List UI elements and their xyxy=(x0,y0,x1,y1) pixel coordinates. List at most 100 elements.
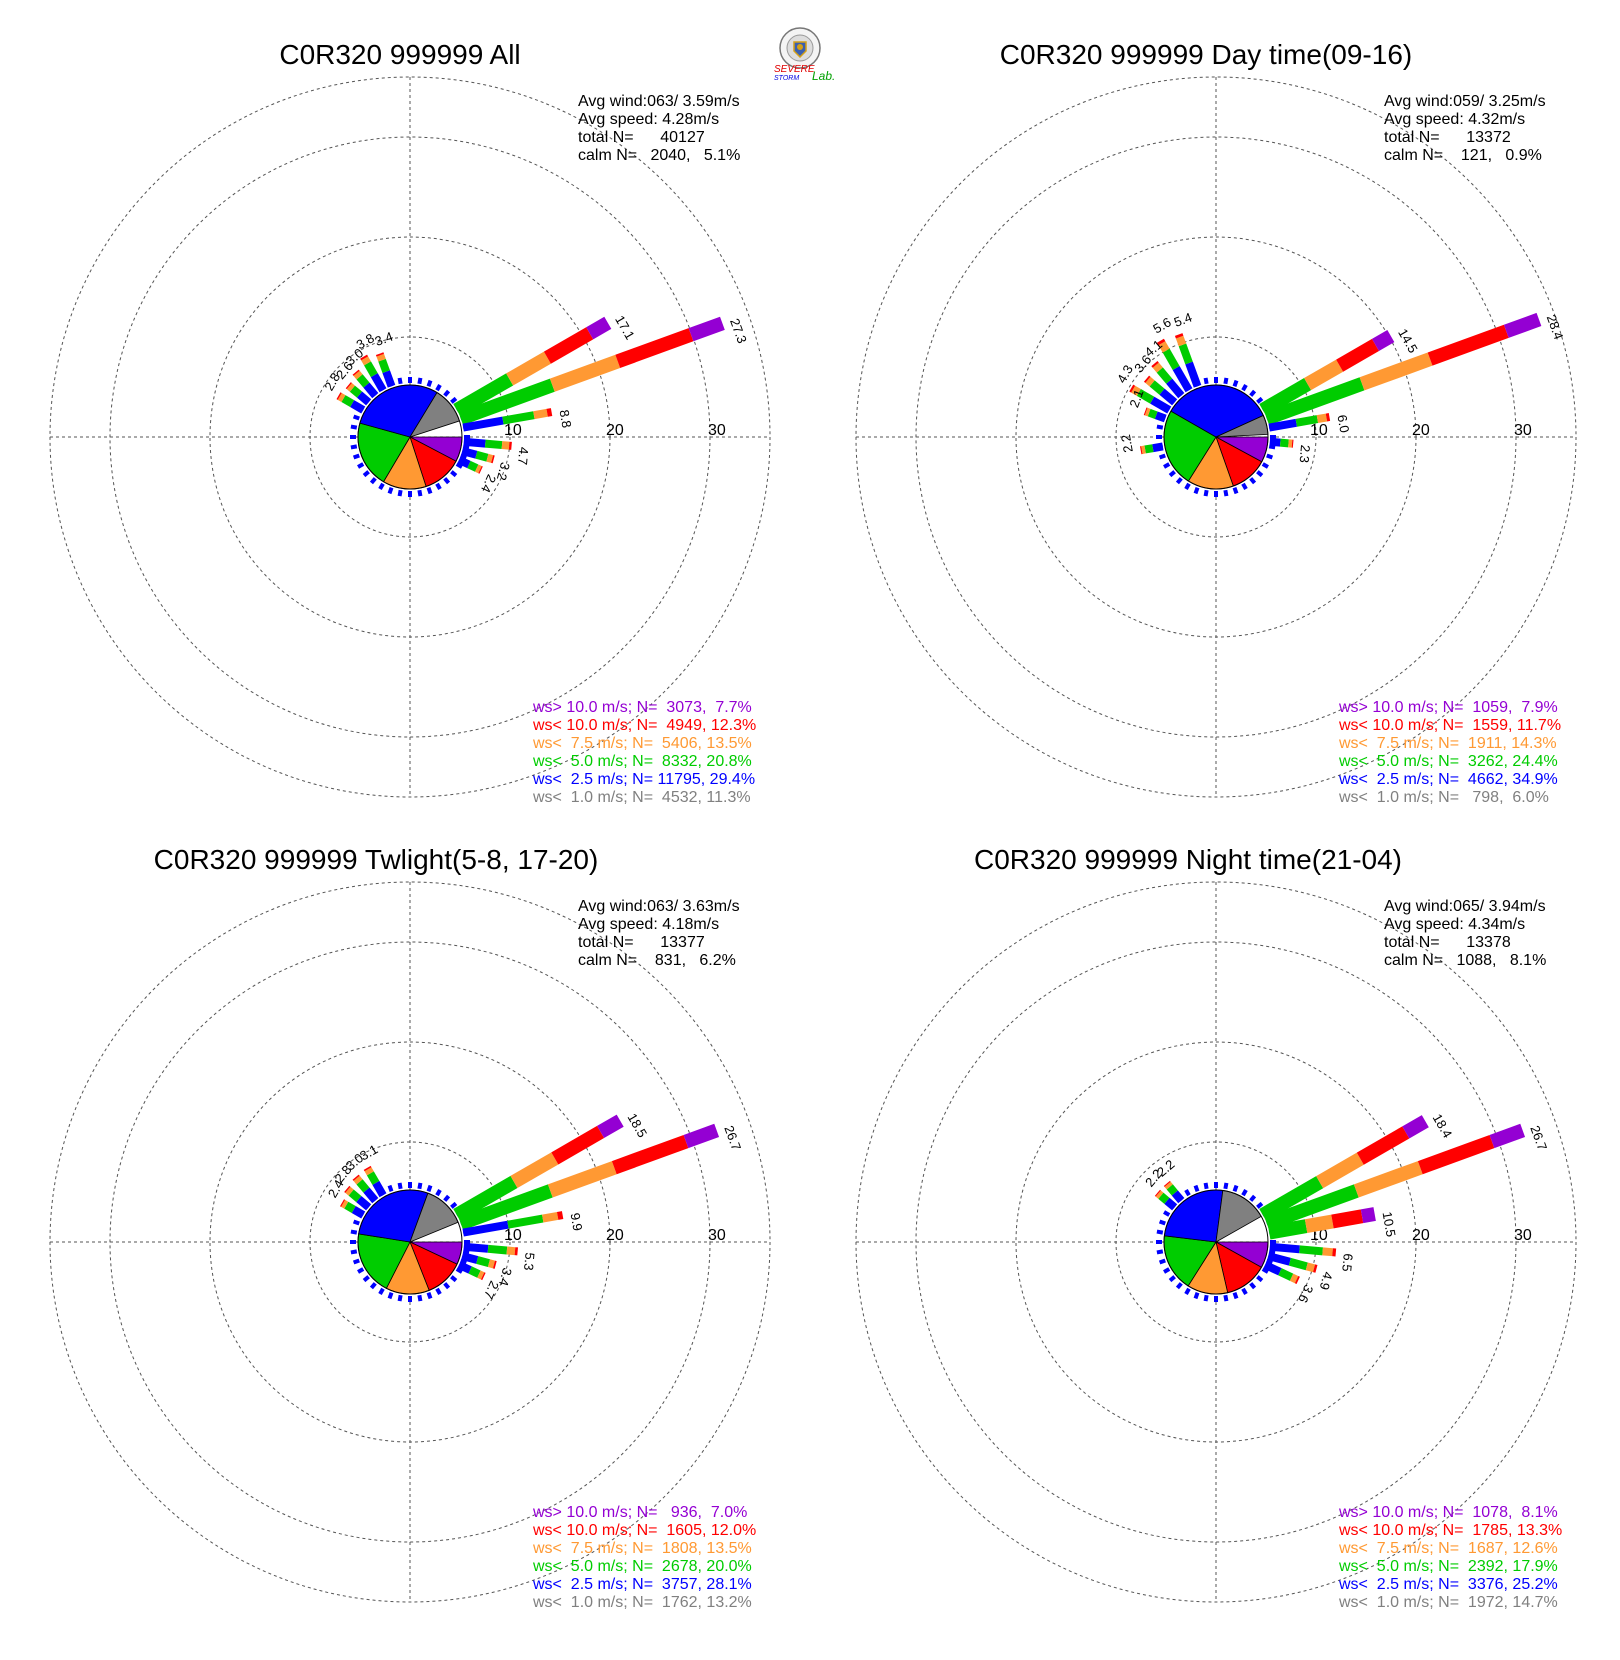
chart-title: C0R320 999999 All xyxy=(279,39,520,70)
legend-entry: ws> 10.0 m/s; N= 1059, 7.9% xyxy=(1338,699,1558,716)
perimeter-bar xyxy=(1184,482,1191,490)
bar-segment xyxy=(487,1259,496,1269)
legend-entry: ws< 10.0 m/s; N= 1785, 13.3% xyxy=(1338,1522,1562,1539)
bar-segment xyxy=(463,437,486,448)
perimeter-bar xyxy=(1156,424,1164,430)
bar-segment xyxy=(1141,445,1146,455)
bar-segment xyxy=(363,1165,372,1172)
perimeter-bar xyxy=(435,482,442,490)
bar-value-label: 5.3 xyxy=(521,1252,538,1271)
bar-segment xyxy=(352,369,360,376)
legend-entry: ws< 2.5 m/s; N= 3757, 28.1% xyxy=(532,1576,752,1593)
perimeter-bar xyxy=(369,1282,377,1290)
perimeter-bar xyxy=(1241,482,1248,490)
bar-segment xyxy=(1163,1180,1171,1187)
stats-line: Avg speed: 4.32m/s xyxy=(1384,111,1525,128)
bar-segment xyxy=(376,353,386,362)
bar-value-label: 5.6 xyxy=(1150,314,1173,336)
bar-segment xyxy=(1264,1184,1359,1231)
bar-segment xyxy=(337,392,346,403)
perimeter-bar xyxy=(1184,1189,1191,1197)
legend-entry: ws< 1.0 m/s; N= 1972, 14.7% xyxy=(1338,1594,1558,1611)
perimeter-bar xyxy=(1158,453,1166,460)
bar-value-label: 3.6 xyxy=(1295,1282,1316,1305)
bar-segment xyxy=(476,1256,490,1268)
radial-tick-label: 10 xyxy=(504,422,522,439)
legend-entry: ws< 5.0 m/s; N= 3262, 24.4% xyxy=(1338,753,1558,770)
bar-value-label: 2.2 xyxy=(1118,433,1136,453)
perimeter-bar xyxy=(1203,1182,1209,1190)
bar-segment xyxy=(462,1220,509,1237)
perimeter-bar xyxy=(417,489,423,497)
bar-segment xyxy=(1269,1242,1300,1254)
bar-segment xyxy=(1325,413,1331,422)
perimeter-bar xyxy=(350,444,358,450)
bar-segment xyxy=(356,1195,372,1211)
bar-segment xyxy=(1263,1261,1282,1276)
bar-segment xyxy=(1152,442,1164,453)
perimeter-bar xyxy=(1203,489,1209,497)
bar-segment xyxy=(1312,1264,1318,1273)
bar-segment xyxy=(597,1114,624,1139)
bar-segment xyxy=(1295,415,1319,427)
bar-segment xyxy=(486,453,494,463)
perimeter-bar xyxy=(397,1182,403,1190)
bar-segment xyxy=(363,382,379,399)
perimeter-bar xyxy=(352,414,360,421)
bar-segment xyxy=(533,408,548,420)
radial-tick-label: 10 xyxy=(1310,422,1328,439)
perimeter-bar xyxy=(426,1184,433,1192)
bar-segment xyxy=(336,392,342,400)
legend-entry: ws< 1.0 m/s; N= 1762, 13.2% xyxy=(532,1594,752,1611)
bar-segment xyxy=(463,1242,489,1253)
bar-segment xyxy=(542,1212,559,1223)
perimeter-bar xyxy=(1256,396,1264,404)
bar-segment xyxy=(1136,388,1155,404)
radial-tick-label: 20 xyxy=(606,1227,624,1244)
bar-segment xyxy=(506,351,551,386)
bar-segment xyxy=(1402,1115,1429,1139)
bar-segment xyxy=(344,1185,351,1193)
bar-segment xyxy=(461,1252,479,1264)
bar-segment xyxy=(1417,1134,1495,1175)
bar-segment xyxy=(350,400,366,414)
perimeter-bar xyxy=(352,1258,360,1265)
bar-segment xyxy=(458,1184,553,1231)
pie-slice xyxy=(1163,1189,1224,1243)
perimeter-bar xyxy=(350,424,358,430)
stats-line: Avg speed: 4.28m/s xyxy=(578,111,719,128)
bar-segment xyxy=(356,391,372,406)
bar-segment xyxy=(507,1214,544,1229)
bar-segment xyxy=(1156,367,1173,384)
pie-outline xyxy=(357,1189,463,1295)
bar-segment xyxy=(1175,335,1187,347)
bar-segment xyxy=(1304,1214,1334,1234)
perimeter-bar xyxy=(378,1287,385,1295)
perimeter-bar xyxy=(397,1294,403,1302)
bar-segment xyxy=(477,1270,485,1280)
bar-segment xyxy=(361,356,371,366)
bar-segment xyxy=(1174,333,1184,339)
legend-entry: ws< 1.0 m/s; N= 4532, 11.3% xyxy=(532,789,751,806)
perimeter-bar xyxy=(450,470,458,478)
bar-segment xyxy=(611,1134,689,1175)
bar-segment xyxy=(1360,1207,1376,1224)
bar-segment xyxy=(340,1199,346,1207)
bar-segment xyxy=(382,370,396,388)
stats-line: Avg speed: 4.18m/s xyxy=(578,916,719,933)
bar-segment xyxy=(1171,1190,1185,1204)
bar-segment xyxy=(688,316,725,342)
perimeter-bar xyxy=(426,487,433,495)
bar-segment xyxy=(1267,1252,1291,1266)
legend-entry: ws< 2.5 m/s; N= 4662, 34.9% xyxy=(1338,771,1558,788)
bar-segment xyxy=(1185,361,1202,388)
bar-segment xyxy=(1427,324,1509,366)
perimeter-bar xyxy=(460,1258,468,1265)
perimeter-bar xyxy=(1163,462,1171,469)
bar-segment xyxy=(506,1246,516,1256)
bar-segment xyxy=(502,411,535,425)
